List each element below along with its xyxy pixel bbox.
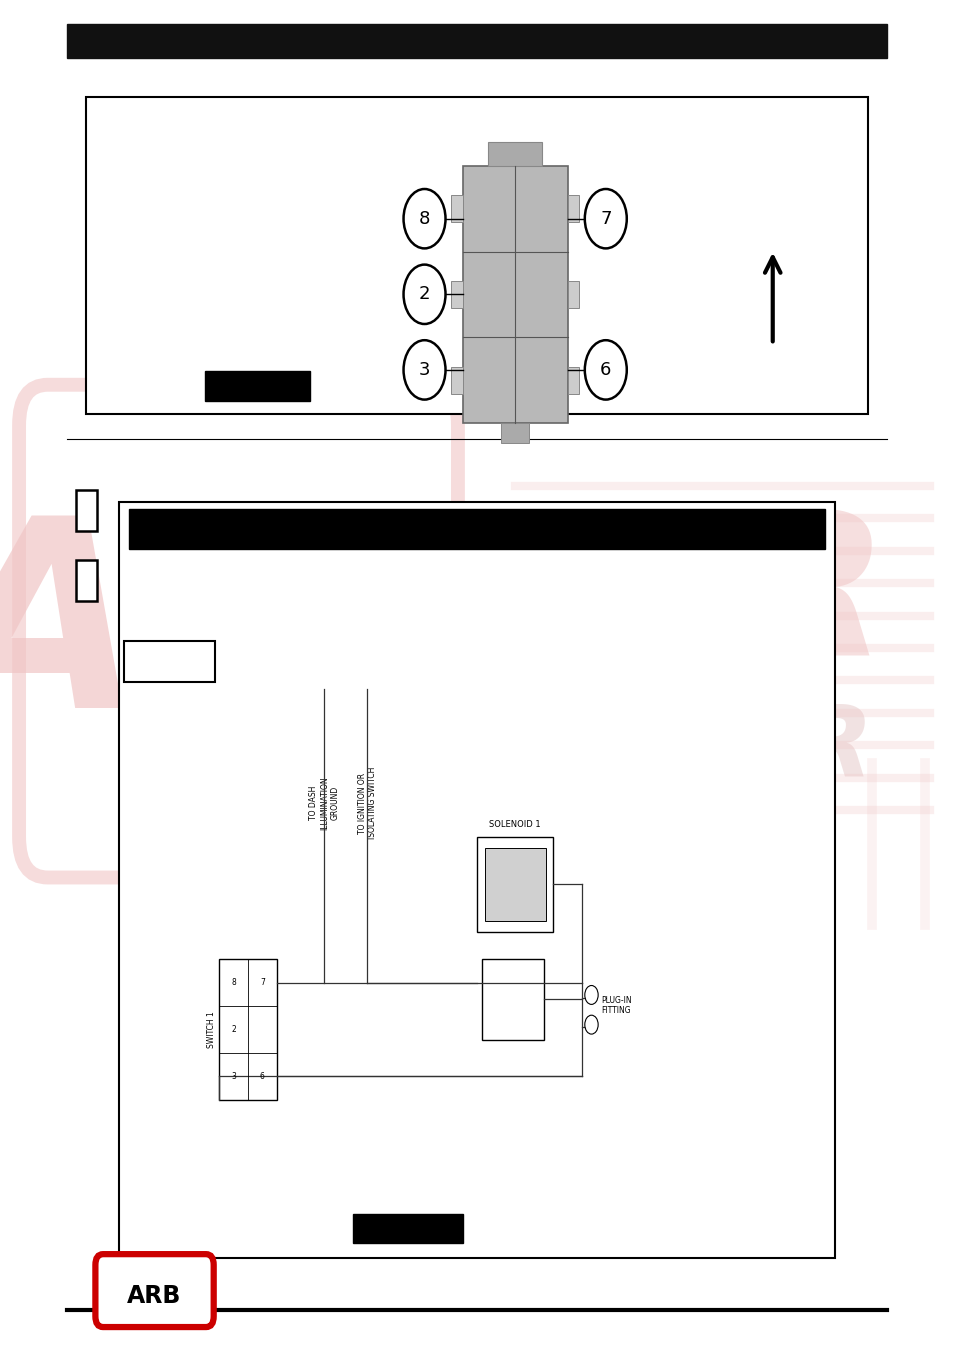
FancyBboxPatch shape <box>95 1254 213 1327</box>
Circle shape <box>584 986 598 1004</box>
Text: 8: 8 <box>232 979 235 987</box>
Text: 6: 6 <box>599 360 611 379</box>
Text: 2: 2 <box>232 1025 235 1034</box>
Text: TO IGNITION OR
ISOLATING SWITCH: TO IGNITION OR ISOLATING SWITCH <box>357 767 376 840</box>
Bar <box>462 166 567 423</box>
Bar <box>119 502 834 1258</box>
Text: 8: 8 <box>418 209 430 228</box>
Circle shape <box>403 189 445 248</box>
Bar <box>67 24 886 58</box>
Circle shape <box>584 189 626 248</box>
Bar <box>500 423 529 443</box>
Text: 6: 6 <box>259 1072 265 1080</box>
Text: LOCKER: LOCKER <box>433 701 873 798</box>
Bar <box>567 281 578 308</box>
Bar <box>353 1214 462 1243</box>
Text: SWITCH 1: SWITCH 1 <box>207 1011 216 1048</box>
Text: ARB: ARB <box>128 1284 181 1308</box>
Bar <box>451 281 462 308</box>
Circle shape <box>403 340 445 400</box>
Text: 7: 7 <box>599 209 611 228</box>
Text: PLUG-IN
FITTING: PLUG-IN FITTING <box>600 996 631 1015</box>
Bar <box>488 142 541 166</box>
Text: 7: 7 <box>259 979 265 987</box>
Text: ARB: ARB <box>0 506 547 763</box>
Circle shape <box>584 1015 598 1034</box>
Text: TO DASH
ILLUMINATION
GROUND: TO DASH ILLUMINATION GROUND <box>309 776 339 830</box>
Text: SOLENOID 1: SOLENOID 1 <box>489 819 540 829</box>
Circle shape <box>403 265 445 324</box>
Bar <box>205 371 310 401</box>
Bar <box>484 848 545 921</box>
Text: 3: 3 <box>231 1072 236 1080</box>
Bar <box>476 837 553 931</box>
Bar <box>76 560 97 601</box>
Bar <box>76 490 97 531</box>
Bar <box>451 367 462 394</box>
Bar <box>481 958 543 1040</box>
Text: 2: 2 <box>418 285 430 304</box>
Circle shape <box>584 340 626 400</box>
Bar <box>451 194 462 221</box>
Bar <box>567 367 578 394</box>
Text: AIR: AIR <box>503 504 888 698</box>
Bar <box>129 509 824 549</box>
Bar <box>124 641 214 682</box>
Text: 3: 3 <box>418 360 430 379</box>
Bar <box>567 194 578 221</box>
Bar <box>86 97 867 414</box>
Bar <box>219 958 276 1100</box>
